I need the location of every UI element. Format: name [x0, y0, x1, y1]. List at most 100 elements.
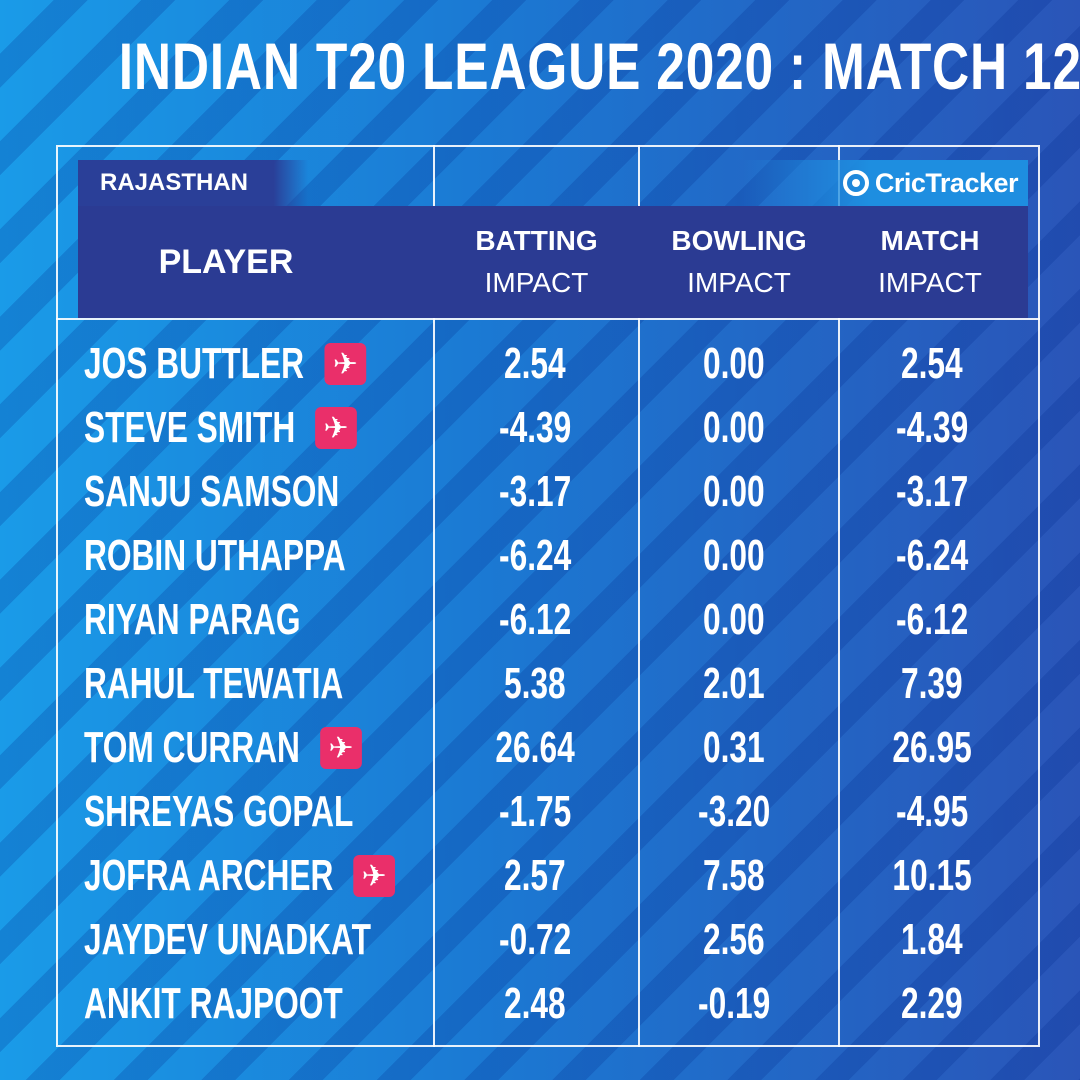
batting-header-line2: IMPACT — [484, 267, 589, 298]
airplane-icon: ✈ — [320, 727, 362, 769]
match-impact-value-text: -4.39 — [895, 403, 969, 452]
batting-impact-value-text: -0.72 — [498, 915, 572, 964]
match-impact-value-text: 2.29 — [901, 979, 963, 1028]
column-divider — [433, 145, 435, 1047]
batting-impact-value: 2.48 — [435, 972, 635, 1036]
bowling-impact-value: 0.00 — [634, 460, 834, 524]
batting-impact-value-text: -1.75 — [498, 787, 572, 836]
column-divider — [638, 145, 640, 1047]
bowling-impact-value: 0.00 — [634, 332, 834, 396]
player-name-text: STEVE SMITH — [84, 403, 296, 452]
team-name: RAJASTHAN — [78, 160, 308, 206]
match-header-line2: IMPACT — [878, 267, 982, 298]
table-row: JOFRA ARCHER ✈ 2.57 7.58 10.15 — [56, 844, 1040, 908]
match-impact-value-text: -6.12 — [895, 595, 969, 644]
bowling-impact-value: 2.01 — [634, 652, 834, 716]
match-impact-header: MATCH IMPACT — [840, 220, 1020, 304]
batting-impact-value: 26.64 — [435, 716, 635, 780]
batting-impact-value-text: 2.57 — [504, 851, 566, 900]
column-divider — [838, 145, 840, 1047]
match-impact-value-text: 7.39 — [901, 659, 963, 708]
bowling-impact-value-text: 2.01 — [703, 659, 765, 708]
bowling-impact-value-text: -3.20 — [697, 787, 771, 836]
brand-name: CricTracker — [874, 167, 1019, 198]
table-row: JAYDEV UNADKAT -0.72 2.56 1.84 — [56, 908, 1040, 972]
match-impact-value-text: 26.95 — [892, 723, 972, 772]
match-header-line1: MATCH — [880, 225, 980, 256]
table-header — [78, 206, 1028, 318]
player-name: TOM CURRAN ✈ — [84, 716, 362, 780]
table-row: ANKIT RAJPOOT 2.48 -0.19 2.29 — [56, 972, 1040, 1036]
player-name: SHREYAS GOPAL — [84, 780, 353, 844]
player-name: ROBIN UTHAPPA — [84, 524, 346, 588]
batting-impact-header: BATTING IMPACT — [435, 220, 638, 304]
bowling-impact-value-text: 0.00 — [703, 339, 765, 388]
table-row: RIYAN PARAG -6.12 0.00 -6.12 — [56, 588, 1040, 652]
bowling-impact-value: 7.58 — [634, 844, 834, 908]
bowling-impact-value: -3.20 — [634, 780, 834, 844]
player-column-header: PLAYER — [158, 242, 294, 281]
table-frame — [56, 145, 1040, 1047]
match-impact-value: -3.17 — [832, 460, 1032, 524]
batting-impact-value-text: -6.24 — [498, 531, 572, 580]
match-impact-value: 10.15 — [832, 844, 1032, 908]
table-row: JOS BUTTLER ✈ 2.54 0.00 2.54 — [56, 332, 1040, 396]
batting-header-line1: BATTING — [475, 225, 598, 256]
brand-logo: CricTracker — [740, 160, 1028, 206]
match-impact-value: 26.95 — [832, 716, 1032, 780]
batting-impact-value-text: 5.38 — [504, 659, 566, 708]
page-title: INDIAN T20 LEAGUE 2020 : MATCH 12 — [118, 29, 1080, 103]
bowling-impact-value-text: 0.00 — [703, 595, 765, 644]
match-impact-value: -6.24 — [832, 524, 1032, 588]
match-impact-value-text: -6.24 — [895, 531, 969, 580]
bowling-impact-value: 2.56 — [634, 908, 834, 972]
airplane-icon: ✈ — [353, 855, 396, 897]
player-name: SANJU SAMSON — [84, 460, 339, 524]
batting-impact-value-text: -4.39 — [498, 403, 572, 452]
match-impact-value-text: -4.95 — [895, 787, 969, 836]
bowling-impact-value-text: 0.31 — [703, 723, 765, 772]
table-row: ROBIN UTHAPPA -6.24 0.00 -6.24 — [56, 524, 1040, 588]
batting-impact-value: 2.57 — [435, 844, 635, 908]
bowling-impact-value-text: 2.56 — [703, 915, 765, 964]
batting-impact-value-text: -6.12 — [498, 595, 572, 644]
table-row: SHREYAS GOPAL -1.75 -3.20 -4.95 — [56, 780, 1040, 844]
match-impact-value: 1.84 — [832, 908, 1032, 972]
bowling-impact-value: 0.31 — [634, 716, 834, 780]
crictracker-logo-icon — [842, 170, 869, 196]
batting-impact-value: 2.54 — [435, 332, 635, 396]
bowling-impact-value-text: 0.00 — [703, 467, 765, 516]
player-name-text: SANJU SAMSON — [84, 467, 340, 516]
bowling-impact-value-text: 0.00 — [703, 403, 765, 452]
batting-impact-value: -4.39 — [435, 396, 635, 460]
table-row: STEVE SMITH ✈ -4.39 0.00 -4.39 — [56, 396, 1040, 460]
batting-impact-value: -6.24 — [435, 524, 635, 588]
player-name-text: JAYDEV UNADKAT — [84, 915, 371, 964]
bowling-impact-value-text: 7.58 — [703, 851, 765, 900]
match-impact-value: 7.39 — [832, 652, 1032, 716]
player-name: JAYDEV UNADKAT — [84, 908, 371, 972]
player-name: ANKIT RAJPOOT — [84, 972, 343, 1036]
bowling-impact-header: BOWLING IMPACT — [640, 220, 838, 304]
batting-impact-value-text: 2.48 — [504, 979, 566, 1028]
match-impact-value: 2.29 — [832, 972, 1032, 1036]
batting-impact-value: -3.17 — [435, 460, 635, 524]
bowling-impact-value-text: -0.19 — [697, 979, 771, 1028]
match-impact-value: -4.39 — [832, 396, 1032, 460]
bowling-impact-value: 0.00 — [634, 588, 834, 652]
batting-impact-value: -1.75 — [435, 780, 635, 844]
player-name-text: RAHUL TEWATIA — [84, 659, 344, 708]
player-name-text: JOFRA ARCHER — [84, 851, 334, 900]
player-name-text: SHREYAS GOPAL — [84, 787, 354, 836]
batting-impact-value: -6.12 — [435, 588, 635, 652]
batting-impact-value-text: -3.17 — [498, 467, 572, 516]
match-impact-value: 2.54 — [832, 332, 1032, 396]
player-name-text: ANKIT RAJPOOT — [84, 979, 343, 1028]
player-name: RAHUL TEWATIA — [84, 652, 343, 716]
batting-impact-value: -0.72 — [435, 908, 635, 972]
match-impact-value: -6.12 — [832, 588, 1032, 652]
header-divider — [56, 318, 1040, 320]
player-name: JOS BUTTLER ✈ — [84, 332, 366, 396]
batting-impact-value: 5.38 — [435, 652, 635, 716]
bowling-impact-value-text: 0.00 — [703, 531, 765, 580]
